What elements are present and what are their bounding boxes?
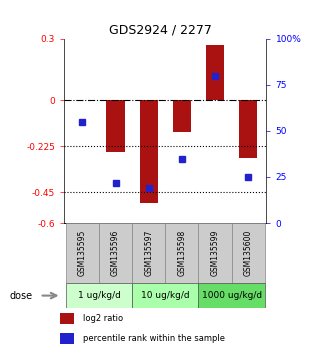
Text: GSM135596: GSM135596	[111, 230, 120, 276]
Bar	[140, 100, 158, 202]
Bar	[173, 100, 191, 132]
Bar	[132, 283, 198, 308]
Text: 1 ug/kg/d: 1 ug/kg/d	[78, 291, 120, 300]
Text: 10 ug/kg/d: 10 ug/kg/d	[141, 291, 190, 300]
Text: GSM135598: GSM135598	[178, 230, 187, 276]
Bar	[198, 283, 265, 308]
Bar	[66, 283, 132, 308]
Bar	[60, 313, 74, 324]
Text: 1000 ug/kg/d: 1000 ug/kg/d	[202, 291, 262, 300]
Text: GSM135600: GSM135600	[244, 230, 253, 276]
Text: GSM135599: GSM135599	[211, 230, 220, 276]
Bar	[206, 45, 224, 100]
Text: GSM135595: GSM135595	[78, 230, 87, 276]
Bar	[99, 223, 132, 283]
Bar	[239, 100, 257, 158]
Bar	[60, 333, 74, 344]
Bar	[232, 223, 265, 283]
Bar	[66, 223, 99, 283]
Text: dose: dose	[10, 291, 33, 301]
Text: log2 ratio: log2 ratio	[83, 314, 124, 323]
Text: GDS2924 / 2277: GDS2924 / 2277	[109, 23, 212, 36]
Bar	[107, 100, 125, 153]
Text: GSM135597: GSM135597	[144, 230, 153, 276]
Text: percentile rank within the sample: percentile rank within the sample	[83, 334, 225, 343]
Bar	[198, 223, 232, 283]
Bar	[165, 223, 198, 283]
Bar	[132, 223, 165, 283]
